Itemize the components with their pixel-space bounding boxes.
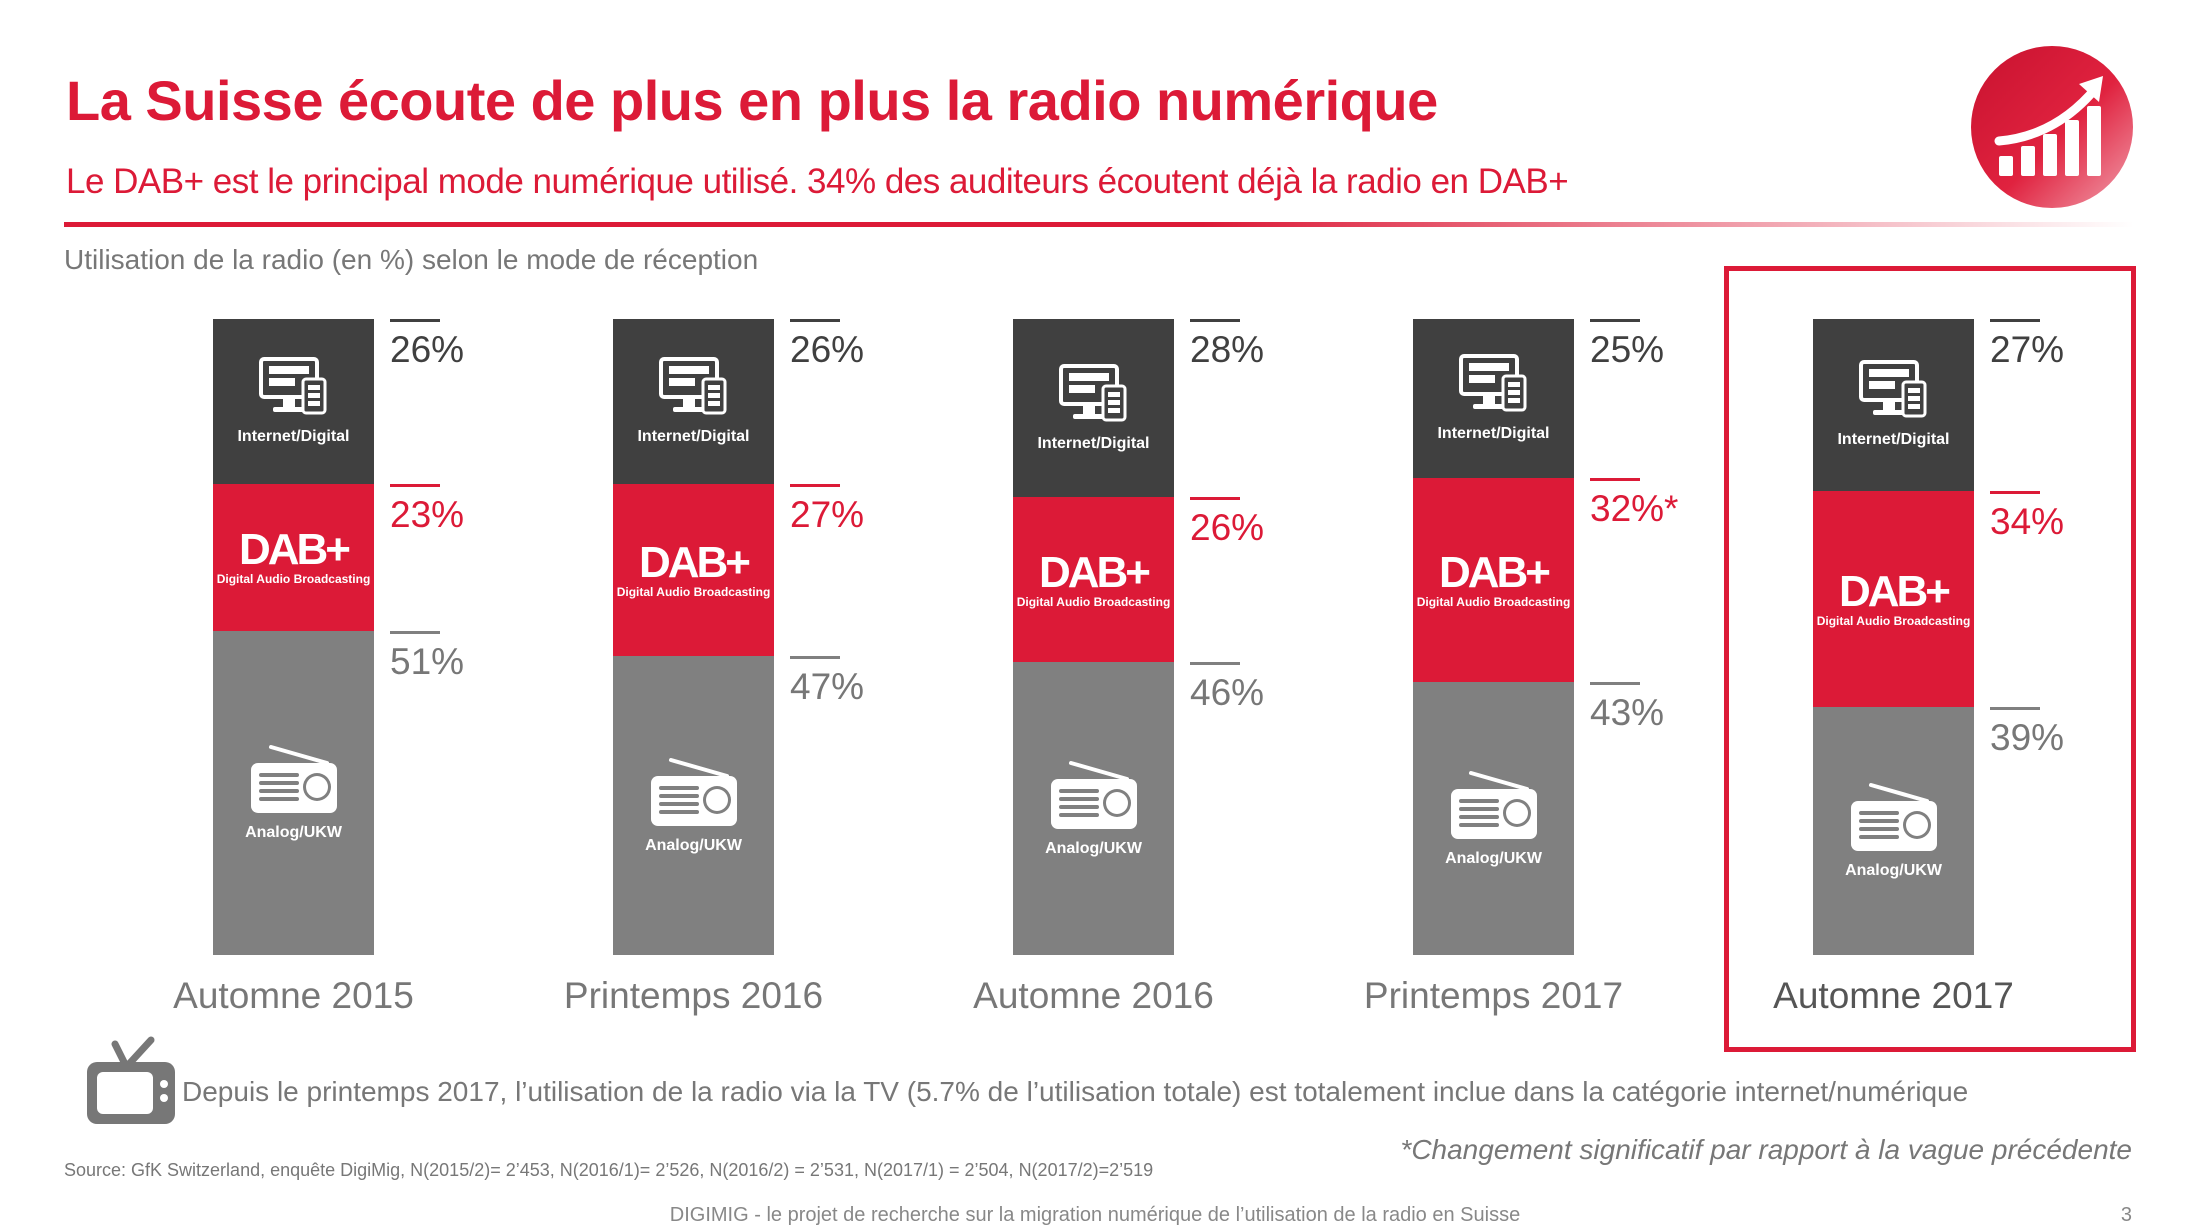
value-marker-line xyxy=(1190,662,1240,666)
value-label: 28% xyxy=(1190,329,1265,370)
segment-label: Internet/Digital xyxy=(1037,434,1150,452)
title-divider xyxy=(64,222,2134,227)
dab-logo: DAB+ xyxy=(1038,547,1151,597)
monitor-tablet-icon xyxy=(658,357,729,424)
bar-segment-analog: Analog/UKW xyxy=(1413,681,1574,955)
value-label: 27% xyxy=(790,494,865,536)
value-marker-line xyxy=(390,319,440,322)
category-label: Printemps 2016 xyxy=(563,975,824,1016)
dab-logo: DAB+ xyxy=(1438,547,1551,597)
value-marker-line xyxy=(790,656,840,660)
tv-icon xyxy=(85,1036,177,1133)
value-marker-line xyxy=(790,319,840,322)
segment-label: Analog/UKW xyxy=(1445,849,1542,867)
slide-subtitle: Le DAB+ est le principal mode numérique … xyxy=(66,162,1569,201)
bar-segment-dab: DAB+ Digital Audio Broadcasting xyxy=(213,484,374,631)
segment-label: Digital Audio Broadcasting xyxy=(216,572,371,587)
bar-segment-dab: DAB+ Digital Audio Broadcasting xyxy=(613,484,774,657)
radio-icon xyxy=(1849,781,1939,858)
category-label: Printemps 2017 xyxy=(1363,975,1624,1016)
monitor-tablet-icon xyxy=(1858,360,1929,427)
value-marker-line xyxy=(1190,319,1240,322)
value-marker-line xyxy=(390,630,440,634)
value-marker-line xyxy=(390,484,440,488)
slide-title: La Suisse écoute de plus en plus la radi… xyxy=(66,69,1438,132)
value-label: 25% xyxy=(1590,329,1665,370)
segment-label: Digital Audio Broadcasting xyxy=(1816,613,1971,628)
segment-label: Internet/Digital xyxy=(237,428,350,446)
dab-logo: DAB+ xyxy=(238,525,351,575)
bar-segment-internet: Internet/Digital xyxy=(1413,319,1574,478)
value-label: 23% xyxy=(390,494,465,536)
monitor-tablet-icon xyxy=(1458,354,1529,421)
value-label: 26% xyxy=(390,329,465,370)
bar-automne-2016: Internet/Digital DAB+ Digital Audio Broadc… xyxy=(1013,319,1174,955)
value-label: 34% xyxy=(1990,500,2065,542)
segment-label: Analog/UKW xyxy=(1045,840,1142,858)
value-label: 26% xyxy=(1190,507,1265,549)
value-marker-line xyxy=(1590,478,1640,481)
category-label: Automne 2016 xyxy=(973,975,1214,1016)
segment-label: Internet/Digital xyxy=(637,428,750,446)
radio-icon xyxy=(1449,769,1539,846)
value-label: 47% xyxy=(790,666,865,708)
source-note: Source: GfK Switzerland, enquête DigiMig… xyxy=(64,1160,1154,1180)
segment-label: Digital Audio Broadcasting xyxy=(616,585,771,600)
footer-text: DIGIMIG - le projet de recherche sur la … xyxy=(669,1204,1521,1226)
bar-segment-internet: Internet/Digital xyxy=(613,319,774,485)
segment-label: Analog/UKW xyxy=(245,824,342,842)
segment-label: Analog/UKW xyxy=(1845,862,1942,880)
value-label: 51% xyxy=(390,640,465,682)
radio-icon xyxy=(249,743,339,820)
segment-label: Digital Audio Broadcasting xyxy=(1016,594,1171,609)
value-label: 39% xyxy=(1990,716,2065,758)
page-number: 3 xyxy=(2120,1204,2132,1226)
bar-segment-analog: Analog/UKW xyxy=(613,656,774,955)
bar-segment-dab: DAB+ Digital Audio Broadcasting xyxy=(1013,497,1174,663)
bar-segment-internet: Internet/Digital xyxy=(1013,319,1174,498)
bar-segment-analog: Analog/UKW xyxy=(1813,706,1974,955)
monitor-tablet-icon xyxy=(1058,363,1129,431)
value-label: 46% xyxy=(1190,672,1265,714)
dab-logo: DAB+ xyxy=(1838,566,1951,616)
value-marker-line xyxy=(1990,490,2040,494)
value-marker-line xyxy=(1990,319,2040,322)
bar-printemps-2017: Internet/Digital DAB+ Digital Audio Broadc… xyxy=(1413,319,1574,955)
chart-title: Utilisation de la radio (en %) selon le … xyxy=(64,244,759,275)
segment-label: Internet/Digital xyxy=(1837,431,1950,449)
bar-segment-internet: Internet/Digital xyxy=(1813,319,1974,491)
radio-icon xyxy=(1049,759,1139,836)
significance-note: *Changement significatif par rapport à l… xyxy=(1400,1134,2132,1165)
value-marker-line xyxy=(790,484,840,488)
value-label: 26% xyxy=(790,329,865,370)
bar-automne-2015: Internet/Digital DAB+ Digital Audio Broadc… xyxy=(213,319,374,955)
growth-chart-arrow-icon xyxy=(1971,46,2133,208)
dab-logo: DAB+ xyxy=(638,538,751,588)
value-marker-line xyxy=(1990,706,2040,710)
bar-segment-dab: DAB+ Digital Audio Broadcasting xyxy=(1413,478,1574,682)
category-label: Automne 2015 xyxy=(173,975,414,1016)
category-label: Automne 2017 xyxy=(1773,975,2014,1016)
radio-icon xyxy=(649,756,739,833)
segment-label: Analog/UKW xyxy=(645,837,742,855)
bar-automne-2017: Internet/Digital DAB+ Digital Audio Broadc… xyxy=(1813,319,1974,955)
value-marker-line xyxy=(1590,681,1640,685)
value-marker-line xyxy=(1190,497,1240,501)
value-label: 43% xyxy=(1590,691,1665,733)
segment-label: Digital Audio Broadcasting xyxy=(1416,594,1571,609)
value-label: 27% xyxy=(1990,329,2065,370)
bar-segment-analog: Analog/UKW xyxy=(213,630,374,955)
bar-segment-analog: Analog/UKW xyxy=(1013,662,1174,955)
bar-segment-internet: Internet/Digital xyxy=(213,319,374,485)
monitor-tablet-icon xyxy=(258,357,329,424)
bar-segment-dab: DAB+ Digital Audio Broadcasting xyxy=(1813,490,1974,707)
value-label: 32%* xyxy=(1590,488,1679,529)
tv-note: Depuis le printemps 2017, l’utilisation … xyxy=(182,1076,1969,1107)
bar-printemps-2016: Internet/Digital DAB+ Digital Audio Broadc… xyxy=(613,319,774,955)
value-marker-line xyxy=(1590,319,1640,322)
segment-label: Internet/Digital xyxy=(1437,425,1550,442)
highlight-box xyxy=(1724,266,2136,1052)
